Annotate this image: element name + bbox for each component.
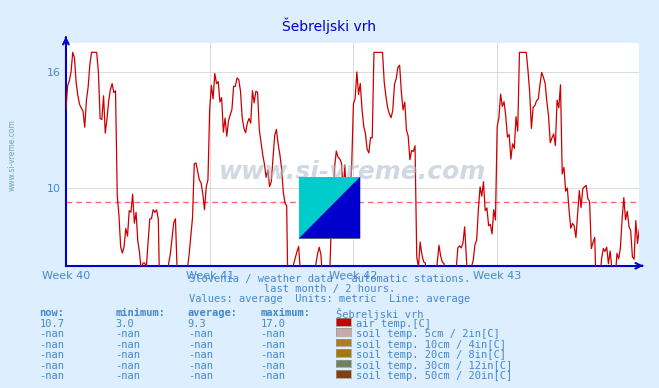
Text: -nan: -nan (188, 371, 213, 381)
Text: -nan: -nan (260, 361, 285, 371)
Text: -nan: -nan (115, 350, 140, 360)
Text: -nan: -nan (188, 340, 213, 350)
Text: -nan: -nan (188, 329, 213, 340)
Text: 10.7: 10.7 (40, 319, 65, 329)
Text: -nan: -nan (40, 350, 65, 360)
Text: average:: average: (188, 308, 238, 319)
Text: soil temp. 5cm / 2in[C]: soil temp. 5cm / 2in[C] (356, 329, 500, 340)
Text: Values: average  Units: metric  Line: average: Values: average Units: metric Line: aver… (189, 294, 470, 305)
Text: air temp.[C]: air temp.[C] (356, 319, 431, 329)
Text: Slovenia / weather data - automatic stations.: Slovenia / weather data - automatic stat… (189, 274, 470, 284)
Text: minimum:: minimum: (115, 308, 165, 319)
Text: soil temp. 10cm / 4in[C]: soil temp. 10cm / 4in[C] (356, 340, 506, 350)
Text: -nan: -nan (40, 329, 65, 340)
Text: Šebreljski vrh: Šebreljski vrh (283, 17, 376, 34)
Text: Šebreljski vrh: Šebreljski vrh (336, 308, 424, 320)
Text: maximum:: maximum: (260, 308, 310, 319)
Text: -nan: -nan (115, 371, 140, 381)
Text: soil temp. 30cm / 12in[C]: soil temp. 30cm / 12in[C] (356, 361, 512, 371)
Text: -nan: -nan (40, 371, 65, 381)
Text: 3.0: 3.0 (115, 319, 134, 329)
Text: -nan: -nan (188, 361, 213, 371)
Text: www.si-vreme.com: www.si-vreme.com (219, 160, 486, 184)
Text: -nan: -nan (260, 340, 285, 350)
Text: 9.3: 9.3 (188, 319, 206, 329)
Text: -nan: -nan (115, 361, 140, 371)
Text: -nan: -nan (40, 361, 65, 371)
Bar (299, 177, 360, 239)
Text: -nan: -nan (260, 371, 285, 381)
Text: -nan: -nan (115, 340, 140, 350)
Text: -nan: -nan (260, 350, 285, 360)
Text: -nan: -nan (188, 350, 213, 360)
Text: -nan: -nan (260, 329, 285, 340)
Polygon shape (299, 177, 360, 239)
Text: 17.0: 17.0 (260, 319, 285, 329)
Text: now:: now: (40, 308, 65, 319)
Text: soil temp. 20cm / 8in[C]: soil temp. 20cm / 8in[C] (356, 350, 506, 360)
Text: www.si-vreme.com: www.si-vreme.com (8, 119, 17, 191)
Text: soil temp. 50cm / 20in[C]: soil temp. 50cm / 20in[C] (356, 371, 512, 381)
Polygon shape (299, 177, 360, 239)
Text: last month / 2 hours.: last month / 2 hours. (264, 284, 395, 294)
Text: -nan: -nan (115, 329, 140, 340)
Text: -nan: -nan (40, 340, 65, 350)
